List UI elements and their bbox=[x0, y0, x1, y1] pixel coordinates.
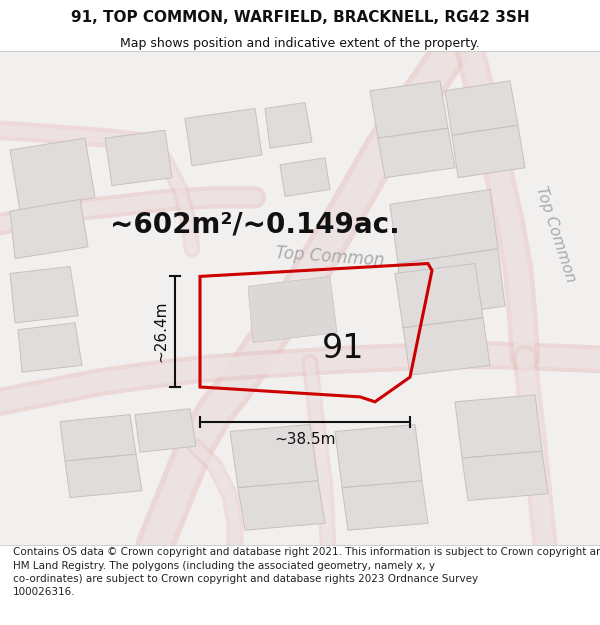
Polygon shape bbox=[280, 158, 330, 196]
Text: Map shows position and indicative extent of the property.: Map shows position and indicative extent… bbox=[120, 37, 480, 50]
Polygon shape bbox=[462, 451, 548, 501]
Text: ~602m²/~0.149ac.: ~602m²/~0.149ac. bbox=[110, 210, 400, 238]
Polygon shape bbox=[238, 481, 325, 530]
Polygon shape bbox=[60, 414, 136, 461]
Polygon shape bbox=[265, 102, 312, 148]
Polygon shape bbox=[370, 81, 448, 138]
Polygon shape bbox=[455, 395, 542, 458]
Polygon shape bbox=[445, 81, 518, 135]
Polygon shape bbox=[65, 454, 142, 498]
Polygon shape bbox=[135, 409, 196, 452]
Polygon shape bbox=[10, 199, 88, 259]
Polygon shape bbox=[398, 249, 505, 321]
Text: Top Common: Top Common bbox=[275, 244, 385, 269]
Polygon shape bbox=[10, 138, 95, 211]
Text: ~38.5m: ~38.5m bbox=[274, 432, 336, 447]
Polygon shape bbox=[390, 189, 498, 264]
Text: 91, TOP COMMON, WARFIELD, BRACKNELL, RG42 3SH: 91, TOP COMMON, WARFIELD, BRACKNELL, RG4… bbox=[71, 10, 529, 25]
Polygon shape bbox=[248, 276, 337, 342]
Polygon shape bbox=[452, 125, 525, 177]
Polygon shape bbox=[10, 266, 78, 322]
Text: Top Common: Top Common bbox=[533, 184, 578, 284]
Polygon shape bbox=[18, 322, 82, 372]
Text: 91: 91 bbox=[322, 332, 365, 366]
Polygon shape bbox=[395, 264, 483, 328]
Text: Contains OS data © Crown copyright and database right 2021. This information is : Contains OS data © Crown copyright and d… bbox=[13, 548, 600, 597]
Polygon shape bbox=[185, 109, 262, 166]
Polygon shape bbox=[230, 424, 318, 488]
Polygon shape bbox=[378, 128, 455, 178]
Polygon shape bbox=[403, 318, 490, 375]
Polygon shape bbox=[105, 130, 172, 186]
Polygon shape bbox=[342, 481, 428, 530]
Text: ~26.4m: ~26.4m bbox=[154, 301, 169, 362]
Polygon shape bbox=[335, 424, 422, 488]
